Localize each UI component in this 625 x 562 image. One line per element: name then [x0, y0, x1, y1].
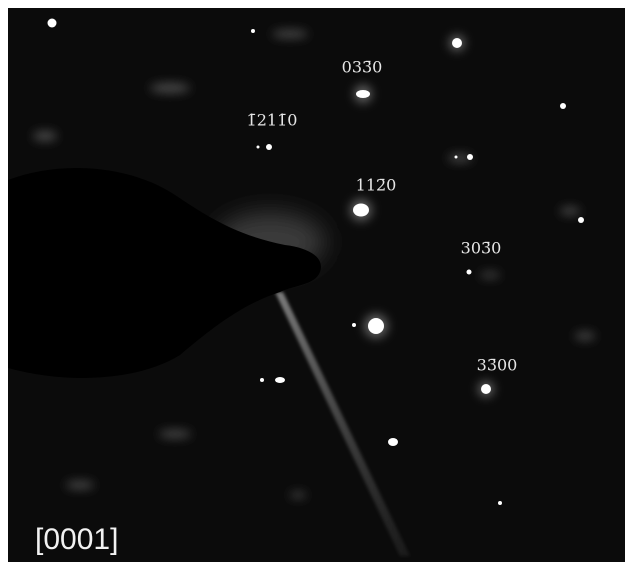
zone-axis-label: [0001]	[35, 523, 118, 556]
spot-label: 112̄0	[356, 176, 397, 195]
spot-label: 303̄0	[461, 239, 502, 258]
spot-label: 33̄00	[477, 356, 518, 375]
spot-label: 1̄211̄0	[247, 111, 298, 130]
diffraction-image: 033̄0 1̄211̄0 112̄0 303̄0 33̄00 [0001]	[0, 0, 625, 562]
spot-label: 033̄0	[342, 58, 383, 77]
